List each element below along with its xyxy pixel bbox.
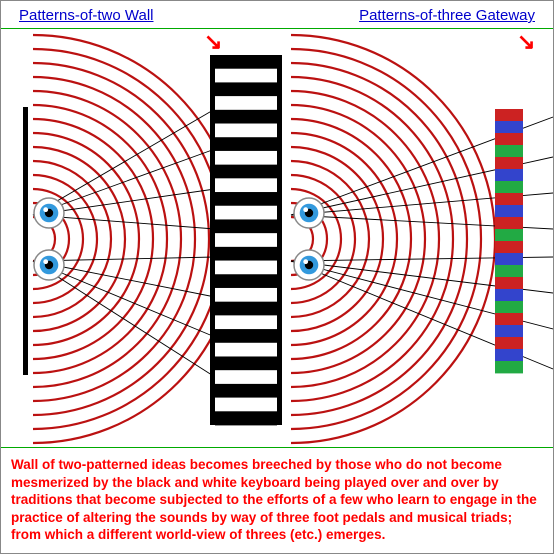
- caption-text: Wall of two-patterned ideas becomes bree…: [1, 447, 553, 552]
- diagram-area: [1, 29, 553, 447]
- figure-container: Patterns-of-two Wall Patterns-of-three G…: [0, 0, 554, 554]
- diagram-svg: [1, 29, 553, 447]
- header-left-label: Patterns-of-two Wall: [19, 7, 153, 24]
- header-row: Patterns-of-two Wall Patterns-of-three G…: [1, 1, 553, 28]
- header-right-label: Patterns-of-three Gateway: [359, 7, 535, 24]
